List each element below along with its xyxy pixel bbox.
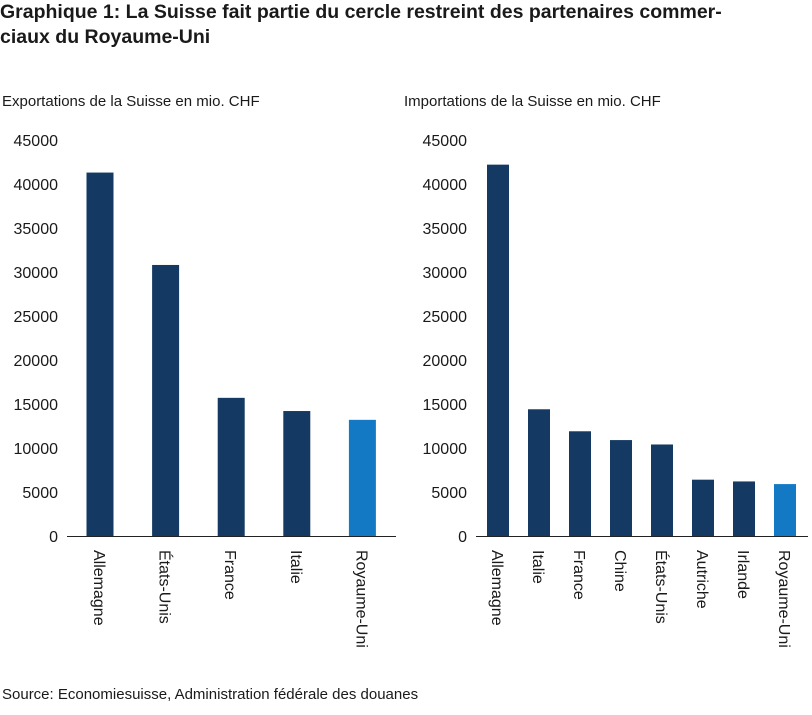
exports-y-axis-ticks: 0 5000 10000 15000 20000 25000 30000 35000 40000… <box>14 133 59 546</box>
imports-bar-6 <box>733 481 755 536</box>
imports-category-label: France <box>570 550 587 600</box>
exports-y-tick-label: 15000 <box>14 397 59 414</box>
imports-y-tick-label: 0 <box>458 529 467 546</box>
exports-chart-title: Exportations de la Suisse en mio. CHF <box>2 93 260 110</box>
imports-chart-title: Importations de la Suisse en mio. CHF <box>404 93 661 110</box>
imports-bar-2 <box>569 431 591 536</box>
imports-y-tick-label: 45000 <box>423 133 468 150</box>
exports-y-tick-label: 0 <box>49 529 58 546</box>
exports-bar-4 <box>348 419 376 536</box>
exports-y-tick-label: 10000 <box>14 441 59 458</box>
exports-category-label: France <box>221 550 238 600</box>
exports-x-axis-labels: Allemagne États-Unis France Italie Royaume-U… <box>90 550 369 648</box>
imports-bar-5 <box>692 479 714 536</box>
exports-category-label: Italie <box>287 550 304 584</box>
imports-chart: Importations de la Suisse en mio. CHF 0 5… <box>404 93 808 648</box>
imports-x-axis-labels: Allemagne Italie France Chine États-Unis Autr… <box>488 550 792 648</box>
imports-category-label: Chine <box>611 550 628 592</box>
imports-y-axis-ticks: 0 5000 10000 15000 20000 25000 30000 35000 40000… <box>423 133 468 546</box>
imports-y-tick-label: 15000 <box>423 397 468 414</box>
exports-category-label: États-Unis <box>156 550 175 624</box>
exports-bar-3 <box>283 411 311 536</box>
imports-y-tick-label: 25000 <box>423 309 468 326</box>
exports-chart: Exportations de la Suisse en mio. CHF 0 5… <box>2 93 396 648</box>
exports-bars <box>86 172 376 536</box>
imports-category-label: Autriche <box>693 550 710 609</box>
imports-bar-7 <box>774 484 796 536</box>
imports-bar-0 <box>487 164 509 536</box>
exports-bar-0 <box>86 172 114 536</box>
imports-category-label: Allemagne <box>488 550 505 626</box>
source-note: Source: Economiesuisse, Administration f… <box>2 686 419 703</box>
imports-y-tick-label: 20000 <box>423 353 468 370</box>
exports-y-tick-label: 45000 <box>14 133 59 150</box>
imports-y-tick-label: 35000 <box>423 221 468 238</box>
exports-y-tick-label: 30000 <box>14 265 59 282</box>
exports-category-label: Royaume-Uni <box>352 550 369 648</box>
imports-y-tick-label: 10000 <box>423 441 468 458</box>
page-title: Graphique 1: La Suisse fait partie du ce… <box>0 0 812 50</box>
exports-y-tick-label: 35000 <box>14 221 59 238</box>
imports-bar-3 <box>610 440 632 536</box>
title-line-1: Graphique 1: La Suisse fait partie du ce… <box>0 1 722 23</box>
imports-y-tick-label: 40000 <box>423 177 468 194</box>
exports-category-label: Allemagne <box>90 550 107 626</box>
title-line-2: ciaux du Royaume-Uni <box>0 26 211 48</box>
exports-y-tick-label: 40000 <box>14 177 59 194</box>
exports-y-tick-label: 20000 <box>14 353 59 370</box>
imports-y-tick-label: 5000 <box>431 485 467 502</box>
imports-bar-4 <box>651 444 673 536</box>
imports-bars <box>487 164 796 536</box>
exports-bar-2 <box>217 397 245 536</box>
imports-bar-1 <box>528 409 550 536</box>
exports-y-tick-label: 5000 <box>22 485 58 502</box>
imports-category-label: Italie <box>529 550 546 584</box>
imports-category-label: Irlande <box>734 550 751 599</box>
exports-bar-1 <box>152 264 180 536</box>
imports-category-label: États-Unis <box>652 550 671 624</box>
imports-category-label: Royaume-Uni <box>775 550 792 648</box>
exports-y-tick-label: 25000 <box>14 309 59 326</box>
imports-y-tick-label: 30000 <box>423 265 468 282</box>
